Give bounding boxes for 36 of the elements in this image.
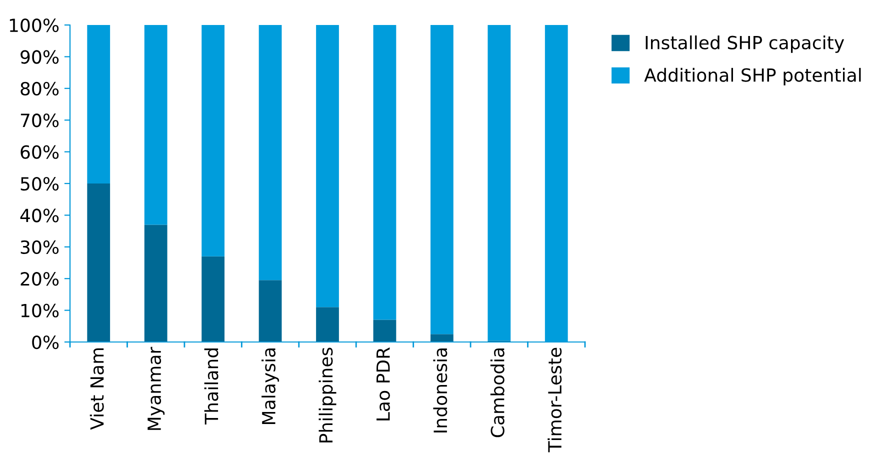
bar — [258, 25, 282, 280]
x-tick-label: Indonesia — [433, 348, 448, 432]
bar — [316, 25, 339, 308]
x-tick-label: Thailand — [204, 348, 218, 424]
bar — [258, 280, 282, 342]
y-tick-label: 80% — [20, 82, 59, 96]
x-tick-label: Timor-Leste — [548, 348, 562, 452]
bar — [430, 25, 454, 334]
y-tick-label: 10% — [21, 304, 59, 318]
bar — [316, 307, 339, 342]
y-tick-label: 100% — [10, 18, 59, 32]
y-tick-label: 20% — [20, 272, 59, 286]
x-tick-label: Lao PDR — [376, 347, 390, 420]
legend-label: Installed SHP capacity — [646, 35, 844, 53]
bar — [202, 25, 224, 256]
bar — [202, 256, 224, 342]
bar — [373, 320, 396, 342]
bar — [430, 334, 454, 342]
legend-label: Additional SHP potential — [644, 68, 861, 86]
y-tick-label: 0% — [32, 335, 59, 350]
x-tick-label: Cambodia — [490, 348, 504, 438]
y-tick-label: 60% — [20, 145, 59, 159]
y-tick-label: 40% — [20, 208, 59, 222]
y-tick-label: 50% — [20, 176, 59, 191]
x-tick-label: Viet Nam — [90, 348, 104, 430]
x-tick-label: Myanmar — [148, 346, 165, 430]
bar — [87, 184, 110, 342]
y-tick-label: 70% — [20, 114, 59, 128]
bar — [87, 25, 110, 184]
x-tick-label: Philippines — [318, 348, 336, 442]
y-tick-label: 90% — [20, 50, 59, 64]
bar — [373, 25, 396, 320]
x-tick-label: Malaysia — [262, 348, 280, 424]
bar — [144, 224, 168, 342]
y-tick-label: 30% — [20, 240, 59, 254]
bar — [144, 25, 168, 225]
